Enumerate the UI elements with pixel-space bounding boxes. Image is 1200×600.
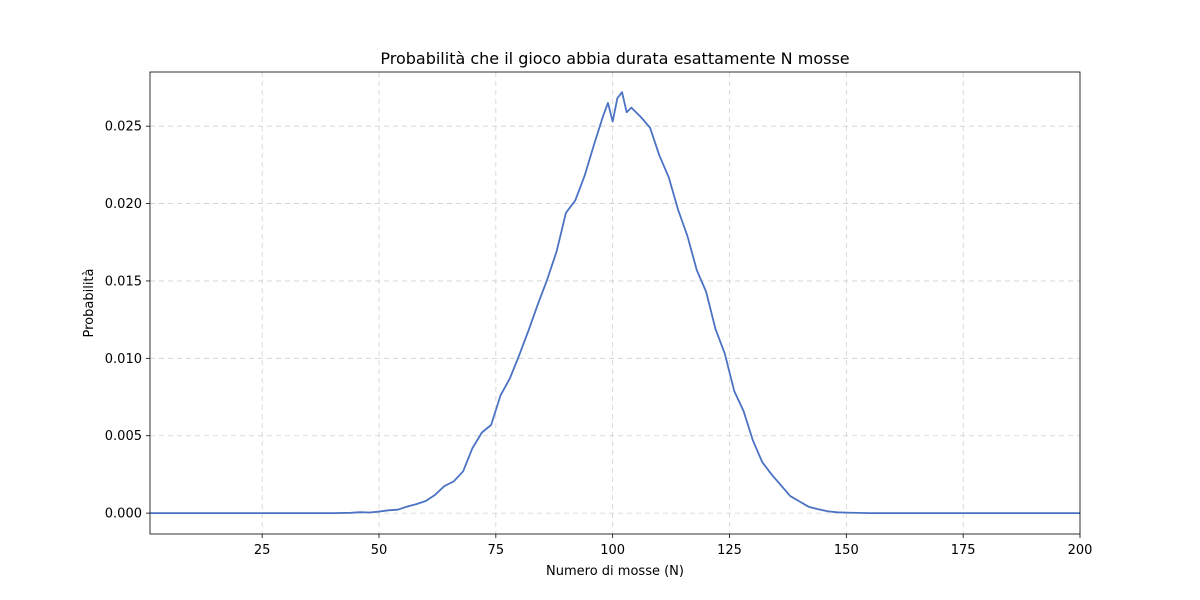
x-tick-label: 200 <box>1068 543 1093 558</box>
y-tick-label: 0.010 <box>105 352 142 367</box>
y-tick-label: 0.020 <box>105 197 142 212</box>
y-tick-label: 0.025 <box>105 120 142 135</box>
x-tick-label: 50 <box>371 543 388 558</box>
plot-frame <box>149 71 1081 535</box>
y-tick-label: 0.000 <box>105 507 142 522</box>
x-axis-title: Numero di mosse (N) <box>546 564 684 579</box>
x-tick-label: 125 <box>717 543 742 558</box>
x-tick-label: 75 <box>488 543 505 558</box>
series-line <box>150 91 1080 515</box>
chart-title: Probabilità che il gioco abbia durata es… <box>380 49 849 68</box>
x-tick-label: 25 <box>254 543 271 558</box>
y-tick-label: 0.015 <box>105 274 142 289</box>
x-tick-label: 175 <box>951 543 976 558</box>
y-tick-label: 0.005 <box>105 429 142 444</box>
series-layer <box>150 91 1080 515</box>
x-tick-label: 150 <box>834 543 859 558</box>
x-tick-label: 100 <box>600 543 625 558</box>
grid-layer <box>150 72 1081 534</box>
ticks-layer: 25 50 75 100 125 150 175 200 0.000 0.005 0.010 0.01… <box>105 120 1093 558</box>
y-axis-title: Probabilità <box>82 269 97 338</box>
